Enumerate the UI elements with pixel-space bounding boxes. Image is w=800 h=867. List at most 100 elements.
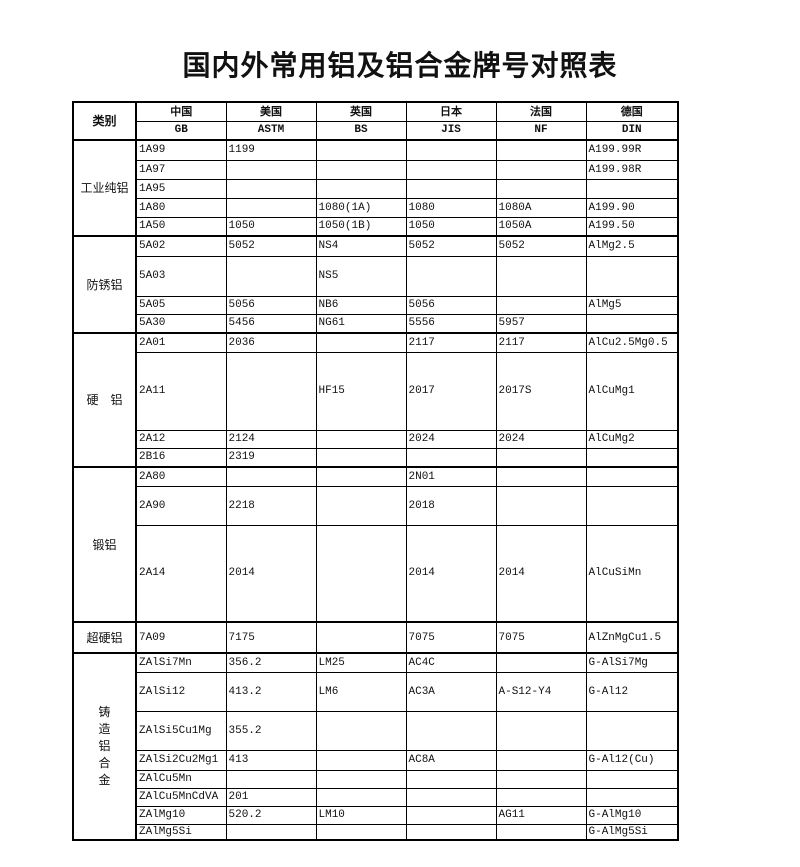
table-row: 2A12 2124 2024 2024 AlCuMg2: [73, 429, 679, 449]
grade-cell: [315, 823, 407, 841]
grade-cell: 413: [225, 749, 317, 771]
grade-cell: 2014: [405, 524, 497, 623]
grade-cell: 1050: [225, 216, 317, 237]
grade-cell: 5052: [405, 235, 497, 257]
grade-cell: 2B16: [135, 447, 227, 468]
grade-cell: [315, 466, 407, 487]
grade-cell: [495, 139, 587, 161]
grade-cell: HF15: [315, 351, 407, 431]
table-row: ZAlMg5Si G-AlMg5Si: [73, 823, 679, 841]
grade-cell: [585, 466, 679, 487]
grade-cell: [405, 823, 497, 841]
grade-cell: [315, 621, 407, 654]
header-country: 美国: [225, 101, 317, 122]
table-row: ZAlCu5MnCdVA 201: [73, 787, 679, 807]
grade-cell: 2117: [405, 332, 497, 353]
grade-cell: G-Al12: [585, 671, 679, 712]
grade-cell: 201: [225, 787, 317, 807]
table-row: 防锈铝 5A02 5052 NS4 5052 5052 AlMg2.5: [72, 235, 679, 334]
grade-cell: AC4C: [405, 652, 497, 673]
grade-cell: [225, 466, 317, 487]
table-row: ZAlCu5Mn: [73, 769, 679, 789]
category-cell: 超硬铝: [72, 621, 137, 654]
grade-cell: 1199: [225, 139, 317, 161]
grade-cell: [315, 139, 407, 161]
grade-cell: ZAlSi2Cu2Mg1: [135, 749, 227, 771]
grade-cell: NS4: [315, 235, 407, 257]
grade-cell: G-AlMg5Si: [585, 823, 679, 841]
grade-cell: [585, 447, 679, 468]
grade-cell: 1080A: [495, 197, 587, 218]
grade-cell: 2A12: [135, 429, 227, 449]
header-standard: NF: [495, 120, 587, 141]
grade-cell: [405, 805, 497, 825]
table-row: 铸造铝合金 ZAlSi7Mn 356.2 LM25 AC4C G-AlSi7Mg: [72, 652, 679, 841]
grade-cell: [495, 159, 587, 180]
grade-cell: A199.99R: [585, 139, 679, 161]
grade-cell: [495, 295, 587, 315]
grade-cell: [225, 351, 317, 431]
grade-cell: 5A03: [135, 255, 227, 297]
grade-cell: [585, 787, 679, 807]
header-standard: JIS: [405, 120, 497, 141]
grade-cell: [495, 787, 587, 807]
grade-cell: [585, 485, 679, 526]
table-row: ZAlMg10 520.2 LM10 AG11 G-AlMg10: [73, 805, 679, 825]
category-cell: 硬 铝: [72, 332, 137, 468]
grade-cell: ZAlSi5Cu1Mg: [135, 710, 227, 751]
table-row: 1A97 A199.98R: [73, 159, 679, 180]
grade-cell: 1A99: [135, 139, 227, 161]
grade-cell: ZAlSi12: [135, 671, 227, 712]
grade-cell: [495, 652, 587, 673]
grade-cell: 2024: [405, 429, 497, 449]
grade-cell: AG11: [495, 805, 587, 825]
grade-cell: 1080(1A): [315, 197, 407, 218]
grade-cell: [405, 159, 497, 180]
table-row: ZAlSi5Cu1Mg 355.2: [73, 710, 679, 751]
grade-cell: [405, 139, 497, 161]
grade-cell: AlCuMg2: [585, 429, 679, 449]
grade-cell: 1080: [405, 197, 497, 218]
grade-cell: AC3A: [405, 671, 497, 712]
grade-cell: 2017S: [495, 351, 587, 431]
category-cell: 铸造铝合金: [72, 652, 137, 841]
grade-cell: 2117: [495, 332, 587, 353]
table-row: 1A95: [73, 178, 679, 199]
grade-cell: [495, 485, 587, 526]
grade-cell: 2018: [405, 485, 497, 526]
grade-cell: [315, 485, 407, 526]
grade-cell: [315, 332, 407, 353]
grade-cell: 1A97: [135, 159, 227, 180]
table-row: 2B16 2319: [73, 447, 679, 468]
grade-cell: 2036: [225, 332, 317, 353]
grade-cell: ZAlMg5Si: [135, 823, 227, 841]
table-row: 锻铝 2A80 2N01: [72, 466, 679, 623]
grade-cell: [585, 178, 679, 199]
grade-cell: [405, 447, 497, 468]
header-country: 英国: [315, 101, 407, 122]
grade-cell: 2014: [225, 524, 317, 623]
grade-cell: 5556: [405, 313, 497, 334]
header-row-countries: 类别 中国 美国 英国 日本 法国 德国: [72, 101, 679, 141]
header-country: 日本: [405, 101, 497, 122]
header-country: 中国: [135, 101, 227, 122]
grade-cell: 7075: [405, 621, 497, 654]
grade-cell: 2A90: [135, 485, 227, 526]
grade-cell: 5957: [495, 313, 587, 334]
header-standard: DIN: [585, 120, 679, 141]
grade-cell: 7175: [225, 621, 317, 654]
grade-cell: [315, 447, 407, 468]
grade-cell: NS5: [315, 255, 407, 297]
header-standard: GB: [135, 120, 227, 141]
grade-cell: G-Al12(Cu): [585, 749, 679, 771]
grade-cell: A199.50: [585, 216, 679, 237]
grade-cell: [225, 769, 317, 789]
grade-cell: [495, 178, 587, 199]
grade-cell: [405, 787, 497, 807]
grade-cell: 5056: [225, 295, 317, 315]
grade-cell: [405, 255, 497, 297]
grade-cell: G-AlMg10: [585, 805, 679, 825]
grade-cell: ZAlCu5Mn: [135, 769, 227, 789]
table-row: 工业纯铝 1A99 1199 A199.99R: [72, 139, 679, 237]
grade-cell: AlCuMg1: [585, 351, 679, 431]
